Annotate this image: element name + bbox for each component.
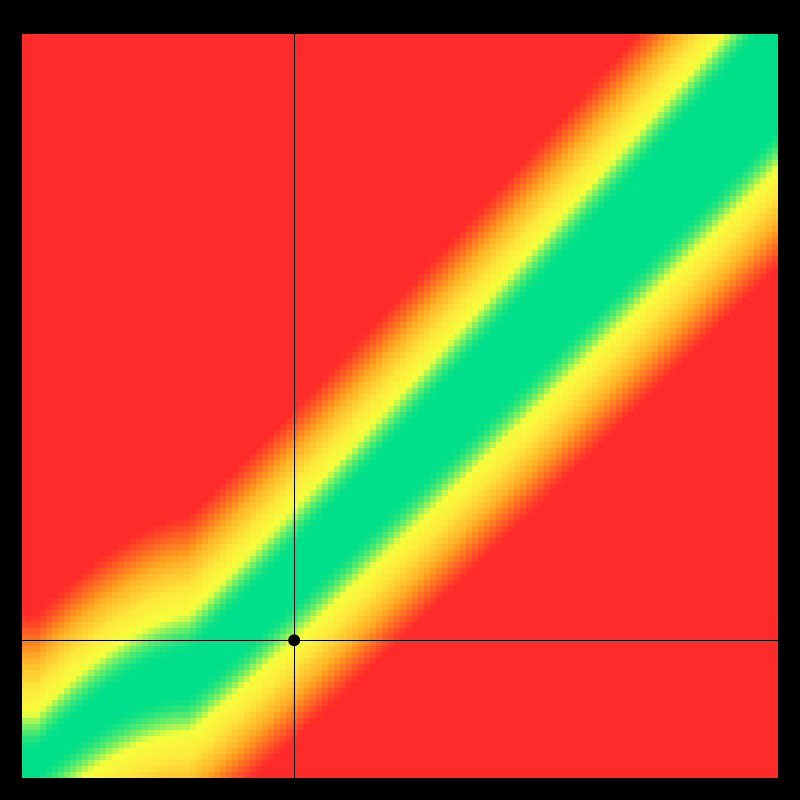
bottleneck-heatmap (0, 0, 800, 800)
chart-canvas-wrap (0, 0, 800, 800)
chart-container: TheBottleneck.com (0, 0, 800, 800)
